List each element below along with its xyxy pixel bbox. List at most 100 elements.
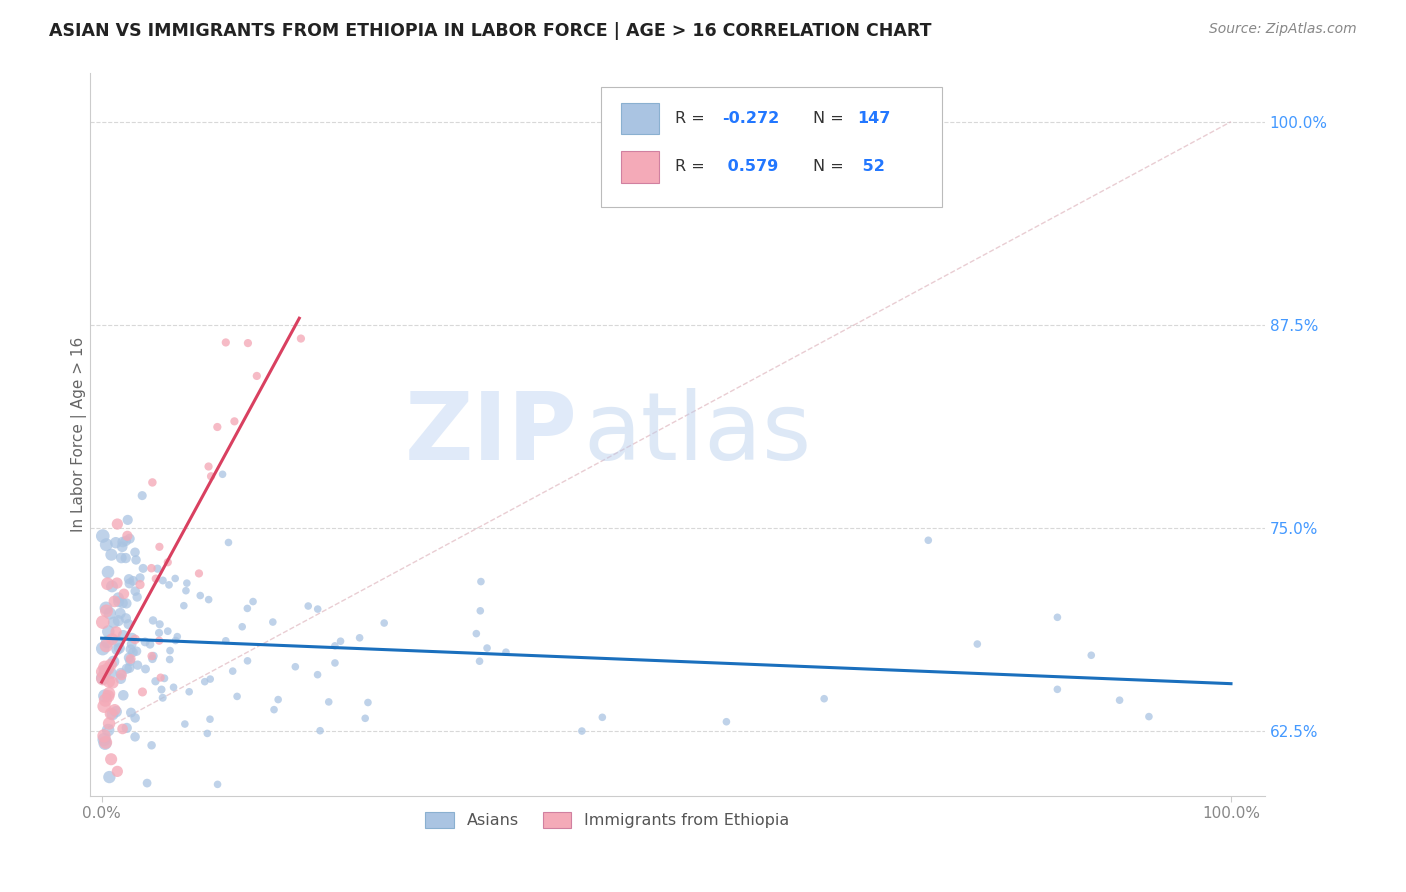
Point: [97, 624, 120, 639]
Point: [141, 561, 163, 575]
Point: [110, 668, 132, 682]
Point: [97, 565, 120, 579]
Point: [96, 604, 118, 618]
Point: [571, 724, 593, 739]
Point: [112, 628, 135, 642]
Point: [495, 645, 517, 659]
Point: [94, 601, 117, 615]
Point: [110, 672, 132, 686]
Point: [94, 693, 117, 707]
Point: [91, 615, 114, 629]
Point: [236, 654, 259, 668]
Point: [195, 726, 218, 740]
Point: [354, 711, 377, 725]
Legend: Asians, Immigrants from Ethiopia: Asians, Immigrants from Ethiopia: [419, 805, 796, 835]
Point: [93, 732, 115, 747]
Point: [97, 662, 120, 676]
Point: [215, 633, 238, 648]
Point: [98, 607, 121, 621]
Point: [117, 513, 139, 527]
Point: [242, 594, 264, 608]
Point: [101, 675, 124, 690]
Point: [98, 716, 121, 731]
Point: [813, 691, 835, 706]
Point: [124, 584, 146, 599]
Point: [142, 614, 165, 628]
Point: [134, 662, 156, 676]
Point: [153, 671, 176, 685]
Point: [110, 550, 132, 565]
Point: [118, 650, 141, 665]
FancyBboxPatch shape: [621, 103, 659, 135]
Text: ASIAN VS IMMIGRANTS FROM ETHIOPIA IN LABOR FORCE | AGE > 16 CORRELATION CHART: ASIAN VS IMMIGRANTS FROM ETHIOPIA IN LAB…: [49, 22, 932, 40]
Point: [142, 648, 165, 663]
Point: [284, 659, 307, 673]
Point: [166, 630, 188, 644]
Point: [148, 633, 170, 648]
Point: [716, 714, 738, 729]
Point: [100, 706, 122, 721]
Point: [222, 664, 245, 678]
Point: [117, 617, 139, 632]
Point: [101, 632, 124, 647]
Point: [165, 633, 187, 648]
Point: [174, 583, 197, 598]
Point: [110, 666, 132, 681]
Point: [93, 699, 115, 714]
Point: [465, 626, 488, 640]
Point: [211, 467, 233, 482]
Point: [179, 685, 201, 699]
Point: [111, 535, 134, 549]
Point: [108, 641, 131, 656]
Point: [197, 459, 219, 474]
Point: [1046, 610, 1069, 624]
Point: [100, 752, 122, 766]
Point: [148, 540, 170, 554]
Point: [115, 597, 138, 611]
Point: [101, 707, 124, 722]
Point: [197, 592, 219, 607]
Point: [103, 615, 125, 630]
Point: [122, 574, 145, 588]
Point: [176, 576, 198, 591]
Point: [145, 572, 167, 586]
Point: [173, 717, 195, 731]
Point: [215, 335, 238, 350]
Point: [118, 661, 141, 675]
Point: [1080, 648, 1102, 663]
Text: 147: 147: [858, 111, 890, 126]
Point: [115, 533, 138, 548]
Point: [149, 671, 172, 685]
Point: [94, 665, 117, 679]
Point: [118, 572, 141, 586]
Point: [104, 535, 127, 549]
Point: [101, 579, 124, 593]
Point: [136, 776, 159, 790]
Point: [1108, 693, 1130, 707]
Y-axis label: In Labor Force | Age > 16: In Labor Force | Age > 16: [72, 337, 87, 532]
Point: [917, 533, 939, 548]
Point: [323, 639, 346, 653]
Point: [198, 712, 221, 726]
Point: [290, 332, 312, 346]
Point: [111, 722, 134, 736]
Point: [91, 641, 114, 656]
Point: [107, 634, 129, 648]
Point: [91, 529, 114, 543]
Point: [97, 689, 120, 703]
Point: [152, 690, 174, 705]
Point: [115, 611, 138, 625]
Point: [1137, 709, 1160, 723]
Point: [966, 637, 988, 651]
Point: [231, 620, 253, 634]
Point: [207, 420, 229, 434]
Point: [323, 656, 346, 670]
Point: [125, 644, 148, 658]
Point: [141, 475, 163, 490]
Point: [470, 574, 492, 589]
Point: [118, 576, 141, 591]
FancyBboxPatch shape: [621, 151, 659, 183]
Point: [162, 680, 184, 694]
Point: [104, 703, 127, 717]
Point: [307, 667, 329, 681]
